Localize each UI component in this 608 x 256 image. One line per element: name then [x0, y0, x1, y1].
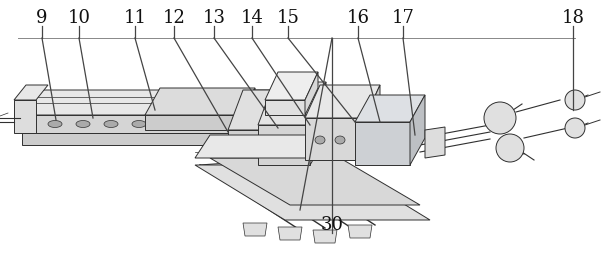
- Text: 15: 15: [277, 9, 299, 27]
- Text: 30: 30: [320, 216, 344, 234]
- Polygon shape: [365, 85, 380, 160]
- Polygon shape: [305, 118, 365, 160]
- Polygon shape: [280, 90, 295, 133]
- Polygon shape: [145, 88, 255, 115]
- Text: 10: 10: [67, 9, 91, 27]
- Polygon shape: [243, 223, 267, 236]
- Text: 18: 18: [562, 9, 584, 27]
- Polygon shape: [313, 230, 337, 243]
- Polygon shape: [195, 135, 385, 158]
- Polygon shape: [305, 85, 380, 118]
- Text: 17: 17: [392, 9, 415, 27]
- Text: 9: 9: [36, 9, 48, 27]
- Polygon shape: [145, 115, 240, 130]
- Ellipse shape: [160, 121, 174, 127]
- Ellipse shape: [132, 121, 146, 127]
- Polygon shape: [270, 90, 285, 155]
- Circle shape: [565, 90, 585, 110]
- Circle shape: [484, 102, 516, 134]
- Ellipse shape: [244, 121, 258, 127]
- Polygon shape: [240, 88, 255, 130]
- Ellipse shape: [48, 121, 62, 127]
- Polygon shape: [228, 90, 285, 130]
- Polygon shape: [22, 90, 295, 115]
- Ellipse shape: [216, 121, 230, 127]
- Polygon shape: [305, 72, 318, 115]
- Polygon shape: [22, 133, 280, 145]
- Polygon shape: [355, 95, 425, 122]
- Polygon shape: [265, 72, 318, 100]
- Polygon shape: [195, 165, 430, 220]
- Ellipse shape: [104, 121, 118, 127]
- Text: 11: 11: [123, 9, 147, 27]
- Circle shape: [565, 118, 585, 138]
- Polygon shape: [258, 82, 326, 125]
- Polygon shape: [258, 125, 310, 165]
- Polygon shape: [14, 100, 36, 133]
- Text: 14: 14: [241, 9, 263, 27]
- Polygon shape: [22, 115, 280, 133]
- Ellipse shape: [315, 136, 325, 144]
- Polygon shape: [348, 225, 372, 238]
- Circle shape: [496, 134, 524, 162]
- Ellipse shape: [335, 136, 345, 144]
- Polygon shape: [310, 82, 326, 165]
- Polygon shape: [278, 227, 302, 240]
- Text: 12: 12: [162, 9, 185, 27]
- Ellipse shape: [76, 121, 90, 127]
- Polygon shape: [425, 127, 445, 158]
- Polygon shape: [228, 130, 270, 155]
- Polygon shape: [355, 122, 410, 165]
- Polygon shape: [210, 158, 420, 205]
- Polygon shape: [410, 95, 425, 165]
- Ellipse shape: [188, 121, 202, 127]
- Polygon shape: [14, 85, 48, 100]
- Text: 16: 16: [347, 9, 370, 27]
- Text: 13: 13: [202, 9, 226, 27]
- Polygon shape: [265, 100, 305, 115]
